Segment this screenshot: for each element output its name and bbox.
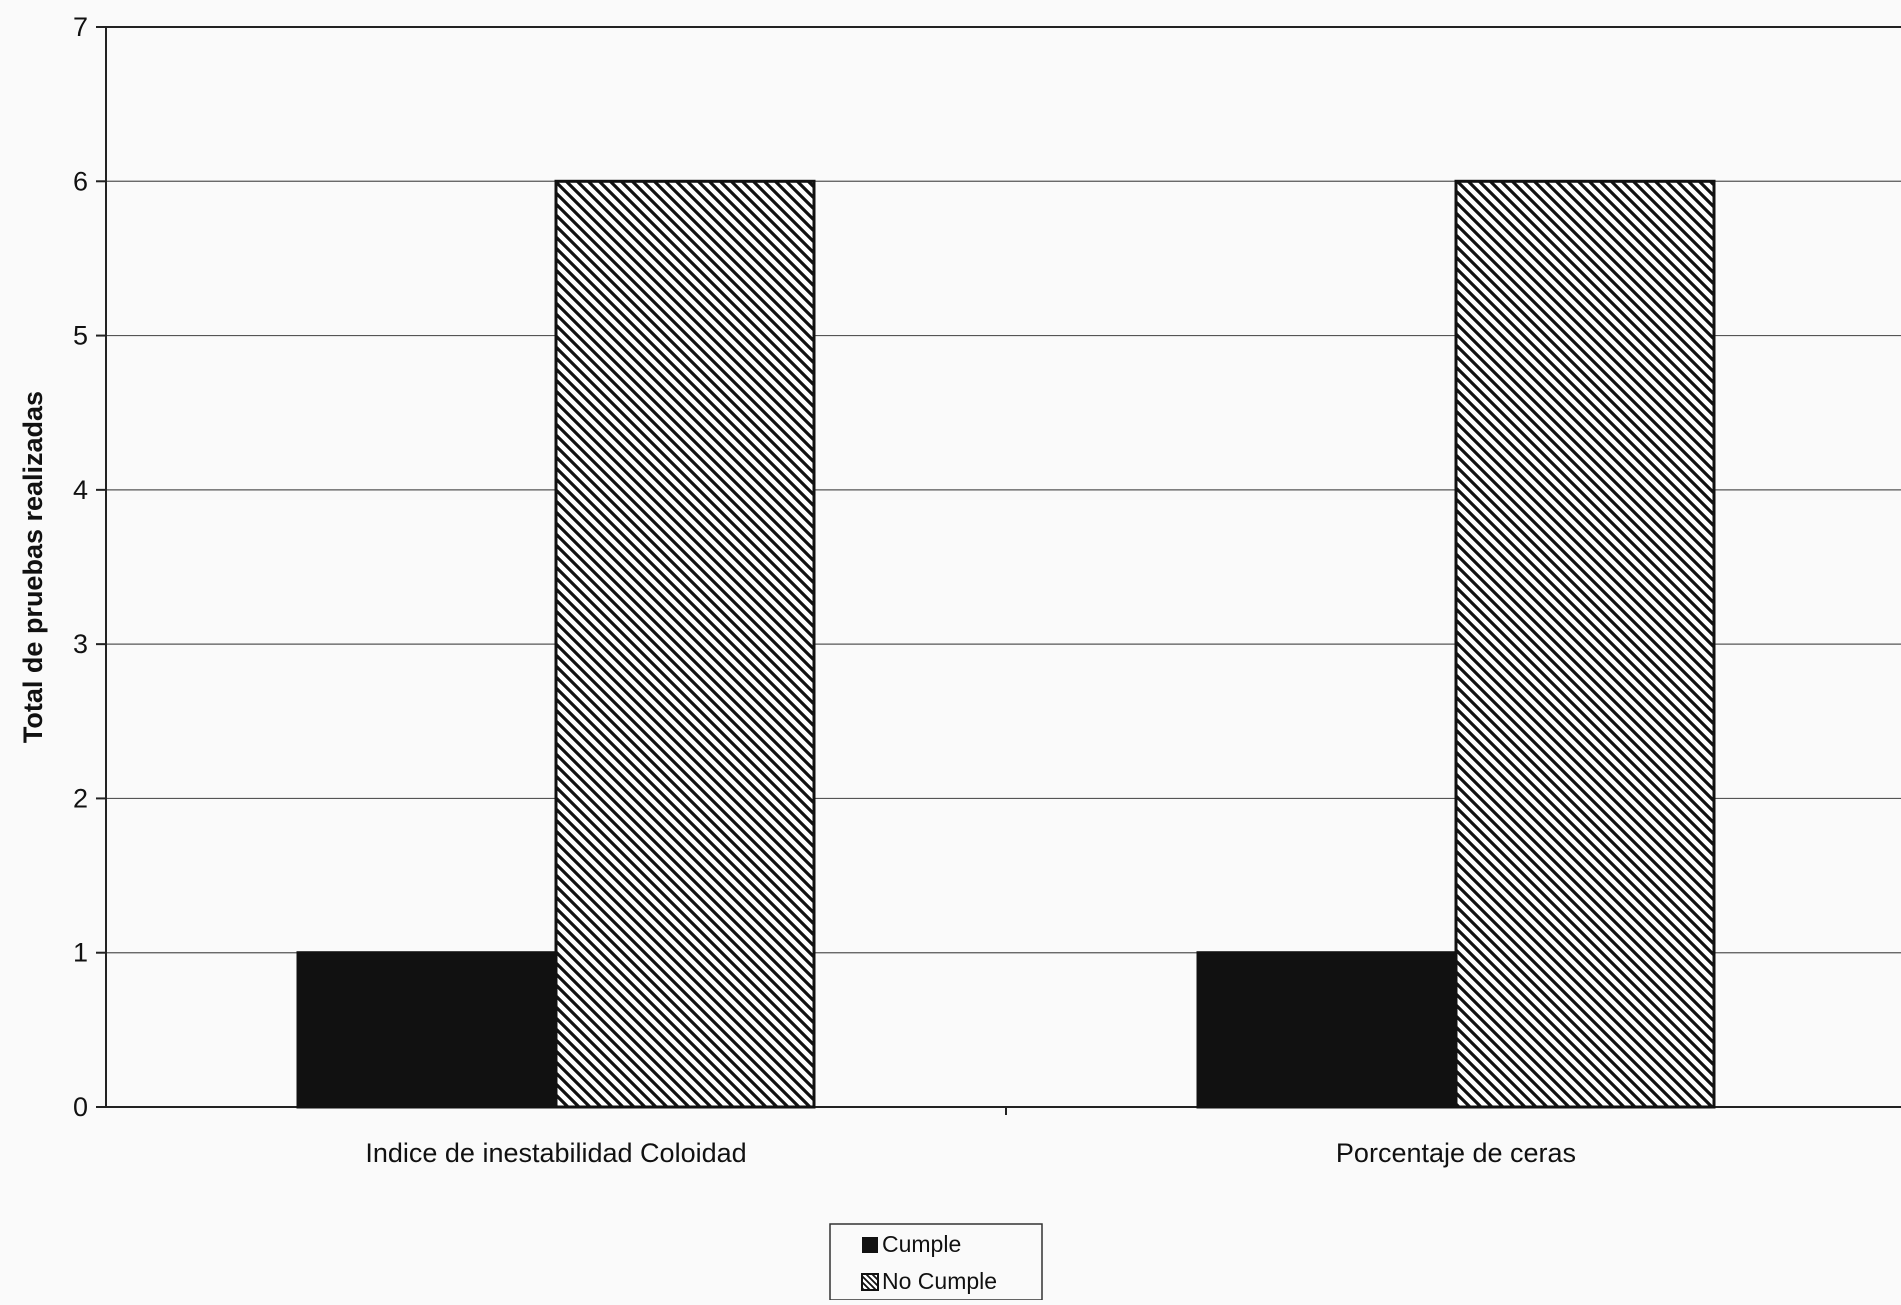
legend: Cumple No Cumple: [829, 1223, 1043, 1301]
y-tick-label: 0: [73, 1092, 88, 1122]
y-tick-label: 4: [73, 475, 88, 505]
legend-swatch-cumple: [862, 1237, 878, 1253]
plot-area-frame: [105, 26, 1901, 1108]
legend-label-cumple: Cumple: [882, 1231, 961, 1257]
legend-box: [829, 1223, 1043, 1301]
y-tick-label: 3: [73, 629, 88, 659]
y-axis-label: Total de pruebas realizadas: [18, 391, 48, 743]
x-tick-labels: Indice de inestabilidad Coloidad Porcenta…: [365, 1138, 1576, 1168]
x-tick-label: Indice de inestabilidad Coloidad: [365, 1138, 746, 1168]
x-tick-label: Porcentaje de ceras: [1336, 1138, 1576, 1168]
y-tick-label: 2: [73, 783, 88, 813]
y-tick-label: 1: [73, 938, 88, 968]
bar-no-cumple-0: [554, 179, 816, 1109]
y-tick-labels: 0 1 2 3 4 5 6 7: [73, 12, 88, 1122]
y-tick-label: 7: [73, 12, 88, 42]
bar-no-cumple-1: [1454, 179, 1716, 1109]
legend-swatch-no-cumple: [861, 1273, 879, 1291]
bars: [296, 179, 1716, 1109]
bar-cumple-0: [296, 951, 558, 1109]
y-tick-label: 5: [73, 321, 88, 351]
axes: [105, 26, 1901, 1108]
y-tick-label: 6: [73, 166, 88, 196]
bar-cumple-1: [1196, 951, 1458, 1109]
legend-label-no-cumple: No Cumple: [882, 1268, 997, 1294]
